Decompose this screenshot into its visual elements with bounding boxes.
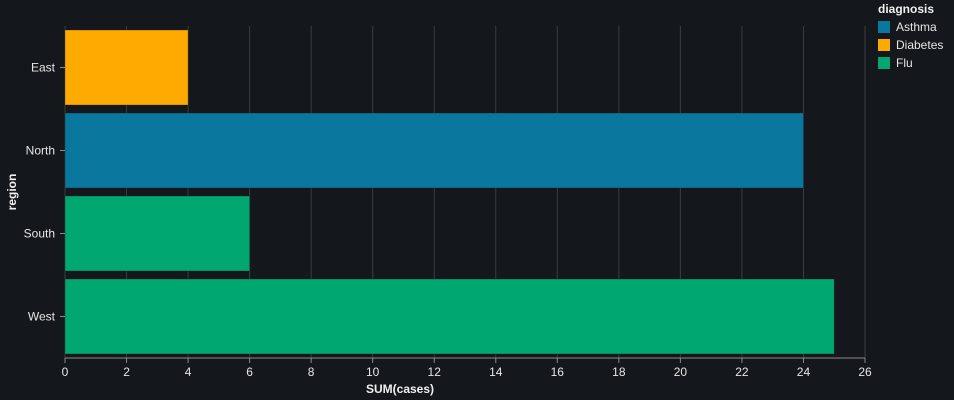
legend-label-flu: Flu xyxy=(896,56,913,70)
y-tick-label: East xyxy=(31,61,56,75)
x-tick-label: 8 xyxy=(308,365,315,379)
bar-south xyxy=(64,195,251,272)
y-axis-ticks: East North South West xyxy=(24,61,65,324)
bar-west xyxy=(64,278,835,355)
y-axis-title: region xyxy=(5,174,19,211)
x-tick-label: 18 xyxy=(612,365,626,379)
x-tick-label: 26 xyxy=(858,365,872,379)
x-axis-ticks: 0 2 4 6 8 10 12 14 16 18 20 22 24 26 xyxy=(62,358,872,379)
y-tick-label: North xyxy=(26,144,55,158)
bar-north xyxy=(64,112,804,189)
x-tick-label: 16 xyxy=(551,365,565,379)
legend-swatch-asthma xyxy=(878,21,890,33)
legend-label-diabetes: Diabetes xyxy=(896,38,943,52)
legend-label-asthma: Asthma xyxy=(896,20,937,34)
y-tick-label: West xyxy=(28,310,56,324)
x-tick-label: 22 xyxy=(735,365,749,379)
x-tick-label: 0 xyxy=(62,365,69,379)
x-tick-label: 2 xyxy=(123,365,130,379)
legend-swatch-diabetes xyxy=(878,39,890,51)
x-tick-label: 4 xyxy=(185,365,192,379)
x-tick-label: 12 xyxy=(428,365,442,379)
x-tick-label: 20 xyxy=(674,365,688,379)
legend-title: diagnosis xyxy=(878,2,934,16)
bar-east xyxy=(64,29,189,106)
y-tick-label: South xyxy=(24,227,55,241)
x-tick-label: 24 xyxy=(797,365,811,379)
x-tick-label: 6 xyxy=(246,365,253,379)
x-tick-label: 10 xyxy=(366,365,380,379)
x-axis-title: SUM(cases) xyxy=(366,382,434,396)
legend: diagnosis Asthma Diabetes Flu xyxy=(878,2,943,70)
legend-swatch-flu xyxy=(878,57,890,69)
axes: 0 2 4 6 8 10 12 14 16 18 20 22 24 26 EastNorthSouthWe… xyxy=(5,61,872,397)
x-tick-label: 14 xyxy=(489,365,503,379)
bars xyxy=(64,29,835,355)
